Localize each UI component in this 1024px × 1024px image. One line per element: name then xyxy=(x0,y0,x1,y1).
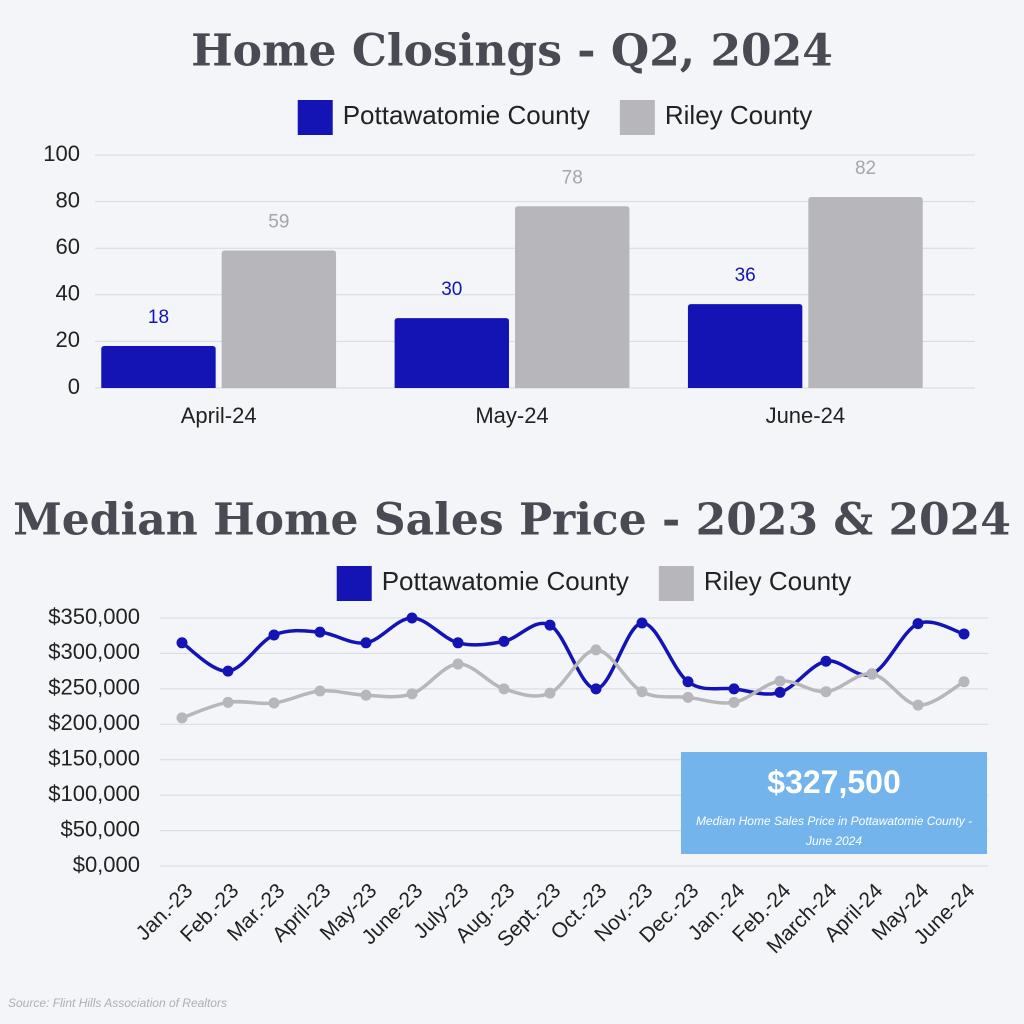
point xyxy=(360,689,372,701)
y-tick-label: $100,000 xyxy=(48,781,140,806)
point xyxy=(958,628,970,640)
point xyxy=(682,691,694,703)
x-tick-label: May-24 xyxy=(475,403,548,428)
y-tick-label: $200,000 xyxy=(48,710,140,735)
point xyxy=(590,683,602,695)
bar xyxy=(101,346,216,388)
y-tick-label: 0 xyxy=(68,374,80,399)
point xyxy=(544,619,556,631)
bar xyxy=(687,304,803,388)
annotation-text: Median Home Sales Price in Pottawatomie … xyxy=(695,814,973,848)
y-tick-label: $50,000 xyxy=(60,816,140,841)
point xyxy=(728,683,740,695)
value-label: 82 xyxy=(855,158,876,179)
source: Source: Flint Hills Association of Realt… xyxy=(8,996,227,1010)
x-tick-label: June-24 xyxy=(766,403,846,428)
legend-label: Riley County xyxy=(704,566,851,596)
point xyxy=(728,696,740,708)
point xyxy=(498,683,510,695)
y-tick-label: $350,000 xyxy=(48,604,140,629)
point xyxy=(452,658,464,670)
point xyxy=(406,688,418,700)
point xyxy=(406,612,418,624)
y-tick-label: 20 xyxy=(56,327,80,352)
legend-label: Pottawatomie County xyxy=(343,100,590,130)
value-label: 36 xyxy=(735,265,756,286)
point xyxy=(268,697,280,709)
x-tick-label: April-24 xyxy=(181,403,257,428)
bar xyxy=(808,196,923,388)
point xyxy=(314,685,326,697)
annotation-box: $327,500 Median Home Sales Price in Pott… xyxy=(681,752,987,854)
value-label: 78 xyxy=(562,167,583,188)
point xyxy=(544,687,556,699)
point xyxy=(222,665,234,677)
annotation-value: $327,500 xyxy=(767,764,901,800)
chart-title: Median Home Sales Price - 2023 & 2024 xyxy=(13,495,1011,546)
legend-label: Riley County xyxy=(665,100,812,130)
y-tick-label: $150,000 xyxy=(48,746,140,771)
point xyxy=(866,668,878,680)
bar xyxy=(394,318,509,388)
value-label: 18 xyxy=(148,307,169,328)
legend-swatch xyxy=(336,566,372,601)
y-tick-label: 60 xyxy=(56,234,80,259)
chart-title: Home Closings - Q2, 2024 xyxy=(191,26,833,77)
legend-label: Pottawatomie County xyxy=(382,566,629,596)
value-label: 59 xyxy=(268,212,289,233)
legend-swatch xyxy=(297,100,333,135)
bar xyxy=(515,206,630,388)
y-tick-label: 100 xyxy=(43,141,80,166)
point xyxy=(958,676,970,688)
legend-swatch xyxy=(658,566,694,601)
point xyxy=(452,637,464,649)
y-tick-label: 40 xyxy=(56,281,80,306)
legend-swatch xyxy=(619,100,655,135)
point xyxy=(314,626,326,638)
point xyxy=(636,617,648,629)
point xyxy=(682,676,694,688)
point xyxy=(774,675,786,687)
point xyxy=(774,686,786,698)
y-tick-label: $0,000 xyxy=(73,852,140,877)
point xyxy=(820,655,832,667)
point xyxy=(268,629,280,641)
point xyxy=(360,637,372,649)
y-tick-label: $300,000 xyxy=(48,639,140,664)
y-tick-label: 80 xyxy=(56,187,80,212)
bar xyxy=(221,250,337,388)
point xyxy=(176,712,188,724)
point xyxy=(222,696,234,708)
point xyxy=(912,699,924,711)
point xyxy=(498,635,510,647)
value-label: 30 xyxy=(441,279,462,300)
point xyxy=(590,644,602,656)
point xyxy=(636,686,648,698)
y-tick-label: $250,000 xyxy=(48,675,140,700)
point xyxy=(912,618,924,630)
point xyxy=(176,637,188,649)
point xyxy=(820,686,832,698)
